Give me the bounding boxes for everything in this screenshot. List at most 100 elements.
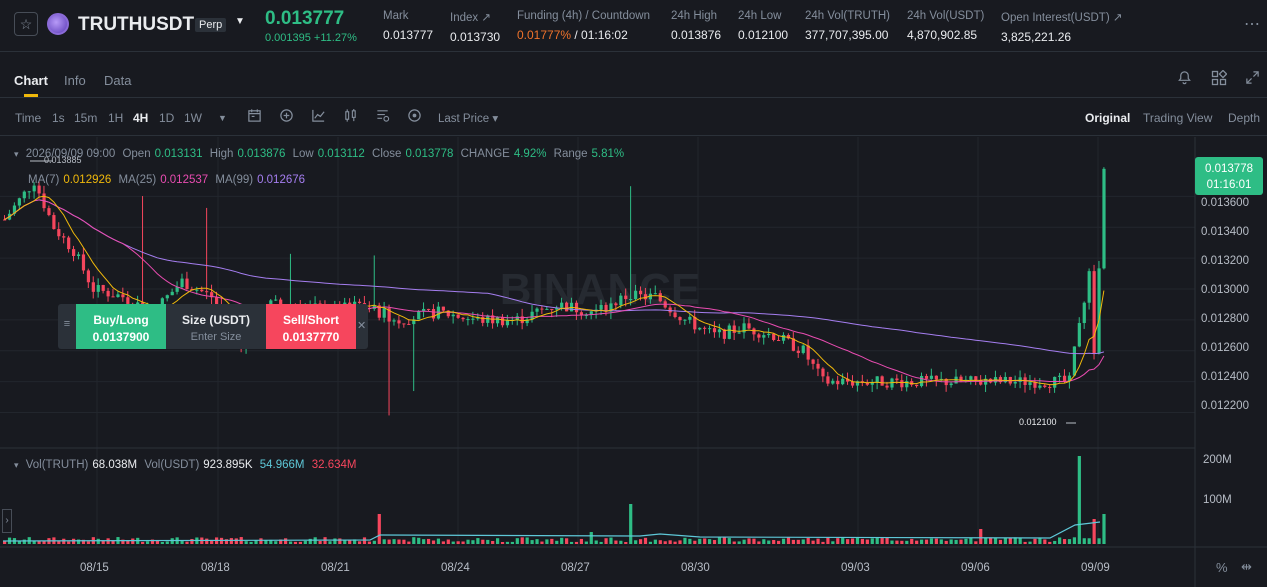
view-original[interactable]: Original [1085,111,1131,125]
volume-bar [841,537,845,544]
candle-body [86,270,91,283]
volume-bar [683,537,687,544]
candle-body [426,308,431,310]
candle-body [456,314,460,318]
ma25-line [4,199,1105,383]
candle-body [1087,271,1091,303]
symbol-name[interactable]: TRUTHUSDT [78,14,195,35]
view-depth[interactable]: Depth [1228,111,1261,125]
volume-bar [293,541,298,544]
candle-body [984,378,988,385]
volume-bar [1097,538,1101,544]
tab-info[interactable]: Info [64,73,86,88]
calendar-icon[interactable] [247,108,262,126]
candle-body [76,254,81,256]
candle-body [900,380,904,388]
line-chart-icon[interactable] [311,108,326,126]
candle-body [67,237,71,250]
volume-bar [515,538,519,544]
volume-bar [781,538,786,544]
tab-chart[interactable]: Chart [14,73,48,88]
price-axis-tick: 0.012200 [1201,400,1249,412]
price-alert-bell-icon[interactable] [1177,70,1192,89]
chart-settings-icon[interactable] [375,108,391,126]
candle-body [431,308,436,319]
candle-body [417,311,421,320]
volume-bar [328,541,332,544]
volume-bar [1023,541,1027,544]
size-input[interactable]: Size (USDT) Enter Size [181,313,250,343]
sell-short-button[interactable]: Sell/Short 0.0137770 [266,304,356,349]
volume-bar [407,541,411,544]
date-axis-tick: 08/24 [441,562,470,574]
interval-15m[interactable]: 15m [74,111,98,125]
candle-body [486,315,490,323]
interval-dropdown-icon[interactable]: ▼ [218,113,227,123]
volume-bar [1082,538,1086,544]
volume-bar [821,541,825,544]
volume-bar [274,541,278,544]
candlestick-type-icon[interactable] [343,108,358,126]
interval-1s[interactable]: 1s [52,111,65,125]
volume-bar [589,532,593,544]
date-axis-tick: 09/09 [1081,562,1110,574]
candle-body [747,323,751,329]
drawing-tools-icon[interactable] [407,108,422,126]
candle-body [924,375,929,379]
candle-body [382,308,386,318]
symbol-dropdown-icon[interactable]: ▼ [235,16,245,27]
percent-scale-toggle[interactable]: % [1216,560,1228,575]
stat-open-interest[interactable]: Open Interest(USDT) ↗ 3,825,221.26 [1001,12,1123,44]
expand-panel-icon[interactable]: › [2,509,12,533]
candle-body [1003,376,1007,383]
candle-body [126,297,130,304]
close-icon[interactable]: ✕ [357,320,367,332]
volume-bar [688,538,692,544]
auto-scale-icon[interactable]: ⇹ [1241,559,1252,574]
fullscreen-expand-icon[interactable] [1245,70,1260,89]
volume-bar [643,537,648,544]
interval-1h[interactable]: 1H [108,111,124,125]
chart-area[interactable]: BINANCE 0.013885 0.012100 ▾ 2026/09/09 0… [0,137,1267,587]
add-indicator-icon[interactable] [279,108,294,126]
favorite-star-icon[interactable]: ☆ [14,12,38,36]
candle-body [1092,271,1096,354]
volume-bar [929,538,934,544]
interval-1w[interactable]: 1W [184,111,202,125]
more-options-icon[interactable]: ⋯ [1244,16,1261,33]
volume-bar [846,539,850,544]
view-trading-view[interactable]: Trading View [1143,111,1213,125]
price-chart[interactable]: BINANCE [0,137,1267,587]
candle-body [1067,375,1072,382]
candle-body [1058,375,1062,377]
candle-body [880,376,884,386]
volume-bar [348,540,352,544]
layout-grid-icon[interactable] [1211,69,1228,90]
volume-bar [382,539,386,544]
volume-bar [574,541,579,544]
volume-bar [939,539,943,544]
date-axis-tick: 08/15 [80,562,109,574]
candle-body [865,382,869,385]
volume-bar [318,540,322,544]
volume-bar [565,538,569,544]
price-type-dropdown[interactable]: Last Price ▾ [438,113,499,125]
candle-body [1053,376,1057,388]
stat-index[interactable]: Index ↗ 0.013730 [450,12,501,44]
chart-tabs: Chart Info Data [0,58,1267,98]
candle-body [214,297,219,305]
volume-bar [850,538,855,544]
volume-bar [1043,539,1047,544]
drag-handle-icon[interactable]: ≡ [63,318,71,330]
buy-long-button[interactable]: Buy/Long 0.0137900 [76,304,166,349]
interval-4h[interactable]: 4H [133,111,149,125]
volume-bar [76,539,81,544]
interval-time[interactable]: Time [15,111,42,125]
tab-data[interactable]: Data [104,73,132,88]
ticker-header: ☆ TRUTHUSDT Perp ▼ 0.013777 0.001395 +11… [0,0,1267,52]
candle-body [629,298,633,300]
volume-bar [185,541,189,544]
interval-1d[interactable]: 1D [159,111,175,125]
candle-body [446,310,450,317]
volume-bar [634,540,638,544]
